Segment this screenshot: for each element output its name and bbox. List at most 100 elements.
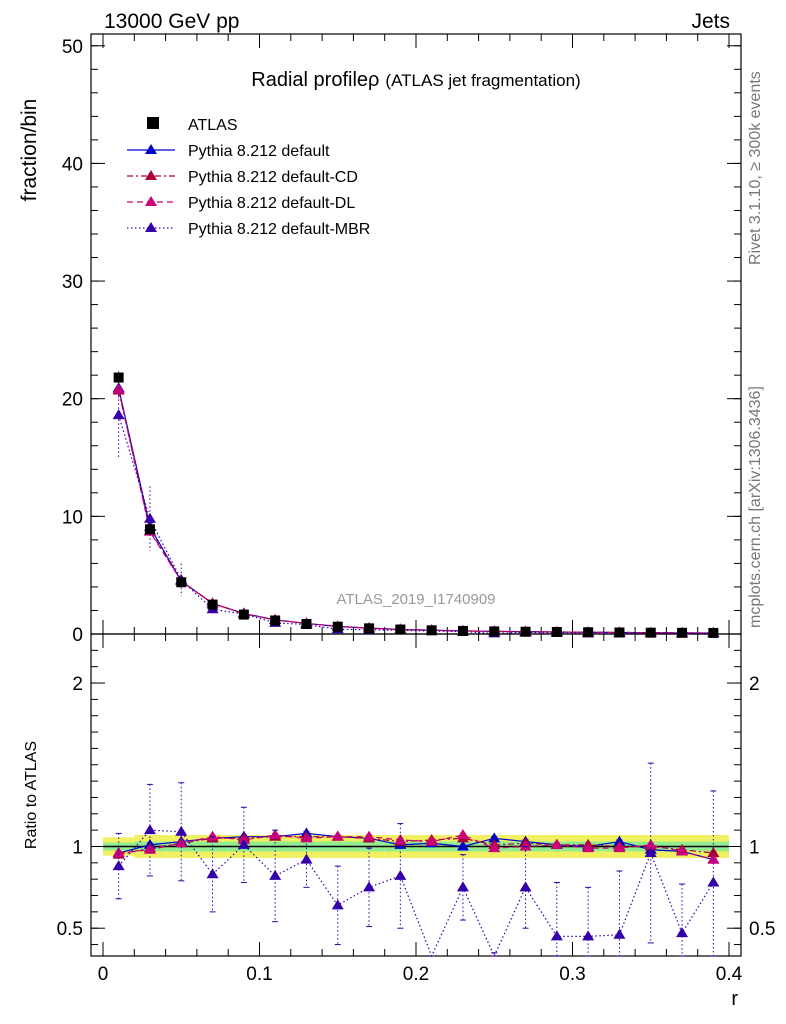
data-point-ratio [613, 842, 626, 853]
data-point-ratio [300, 832, 313, 843]
data-point-main [143, 512, 156, 523]
legend-marker-cd [145, 170, 157, 180]
atlas-data-point [645, 627, 656, 638]
data-point-ratio [519, 881, 532, 892]
data-point-ratio [425, 835, 438, 846]
legend-label-dl: Pythia 8.212 default-DL [188, 195, 355, 212]
series-line-main [118, 390, 714, 634]
legend-marker-dl [145, 196, 157, 206]
data-point-ratio [676, 927, 689, 938]
plot-title-symbol: ρ [368, 69, 379, 91]
ratio-plot-frame [90, 633, 742, 957]
plot-title-main: Radial profile [251, 69, 368, 91]
y-axis-label-ratio: Ratio to ATLAS [23, 741, 40, 849]
atlas-data-point [708, 627, 719, 638]
x-tick-label: 0.3 [559, 964, 585, 985]
x-axis-label: r [731, 988, 738, 1010]
data-point-ratio [676, 845, 689, 856]
data-point-ratio [363, 830, 376, 841]
data-point-ratio [394, 833, 407, 844]
series-group [112, 371, 720, 958]
data-point-ratio [331, 899, 344, 910]
y-tick-label-ratio-right: 2 [749, 674, 760, 695]
data-point-ratio [112, 860, 125, 871]
y-tick-label-top: 20 [62, 390, 83, 411]
series-line-ratio [118, 834, 714, 861]
legend-marker-atlas [147, 117, 159, 129]
atlas-data-point [301, 619, 312, 629]
rivet-version-label: Rivet 3.1.10, ≥ 300k events [747, 71, 764, 265]
atlas-data-point [332, 621, 343, 632]
y-tick-label-top: 50 [62, 37, 83, 58]
atlas-data-point [426, 625, 437, 636]
data-point-ratio [456, 840, 469, 851]
data-point-ratio [456, 881, 469, 892]
legend-label-atlas: ATLAS [188, 117, 238, 134]
data-point-ratio [363, 881, 376, 892]
data-point-ratio [707, 853, 720, 864]
legend-label-default: Pythia 8.212 default [188, 143, 330, 160]
data-point-ratio [112, 847, 125, 858]
y-axis-label-top: fraction/bin [18, 99, 41, 202]
y-tick-label-top: 40 [62, 154, 83, 175]
y-tick-label-ratio: 2 [72, 674, 83, 695]
x-tick-label: 0 [98, 964, 109, 985]
data-point-ratio [644, 847, 657, 858]
y-tick-label-top: 0 [72, 625, 83, 646]
mcplots-label: mcplots.cern.ch [arXiv:1306.3436] [747, 386, 764, 628]
legend-marker-mbr [145, 222, 157, 232]
atlas-data-point [457, 625, 468, 636]
atlas-data-point [270, 615, 281, 626]
data-point-ratio [300, 853, 313, 864]
atlas-data-point [364, 623, 375, 634]
x-tick-label: 0.4 [716, 964, 743, 985]
legend-label-mbr: Pythia 8.212 default-MBR [188, 221, 370, 238]
y-tick-label-ratio-right: 0.5 [749, 919, 775, 940]
data-point-ratio [206, 868, 219, 879]
plot-title-sub: (ATLAS jet fragmentation) [385, 71, 580, 90]
atlas-data-point [238, 609, 249, 620]
x-tick-label: 0.1 [246, 964, 272, 985]
data-point-ratio [582, 930, 595, 941]
atlas-data-point [489, 626, 500, 637]
plot-title: Radial profileρ (ATLAS jet fragmentation) [251, 69, 580, 91]
y-tick-label-top: 30 [62, 272, 83, 293]
atlas-data-point [551, 627, 562, 637]
data-point-ratio [488, 832, 501, 843]
atlas-data-point [583, 627, 594, 638]
data-point-ratio [269, 869, 282, 880]
atlas-data-point [113, 372, 124, 383]
header-process: Jets [691, 10, 730, 33]
data-point-ratio [331, 830, 344, 841]
atlas-data-point [520, 626, 531, 637]
ticks: 0 0.1 0.2 0.3 0.4 0 10 20 30 40 50 0.5 0.5 1 1 2 2 [57, 34, 775, 985]
x-tick-label: 0.2 [403, 964, 429, 985]
data-point-ratio [613, 928, 626, 939]
data-point-ratio [143, 824, 156, 835]
atlas-data-point [207, 599, 218, 610]
y-tick-label-ratio: 0.5 [57, 919, 83, 940]
series-line-ratio [118, 836, 714, 856]
y-tick-label-ratio-right: 1 [749, 837, 760, 858]
data-point-ratio [488, 842, 501, 853]
data-point-ratio [206, 830, 219, 841]
legend: ATLAS Pythia 8.212 default Pythia 8.212 … [127, 117, 370, 238]
data-point-ratio [582, 842, 595, 853]
data-point-ratio [707, 876, 720, 887]
data-point-ratio [519, 840, 532, 851]
legend-marker-default [145, 144, 157, 154]
data-point-ratio [394, 869, 407, 880]
y-tick-label-ratio: 1 [72, 837, 83, 858]
data-point-ratio [456, 829, 469, 840]
atlas-data-point [614, 627, 625, 638]
y-tick-label-top: 10 [62, 507, 83, 528]
atlas-data-point [395, 624, 406, 635]
legend-label-cd: Pythia 8.212 default-CD [188, 169, 358, 186]
data-point-ratio [175, 837, 188, 848]
series-line-main [118, 415, 714, 635]
data-point-ratio [550, 838, 563, 849]
data-point-ratio [237, 838, 250, 849]
analysis-watermark: ATLAS_2019_I1740909 [336, 591, 495, 608]
atlas-data-point [176, 577, 187, 588]
